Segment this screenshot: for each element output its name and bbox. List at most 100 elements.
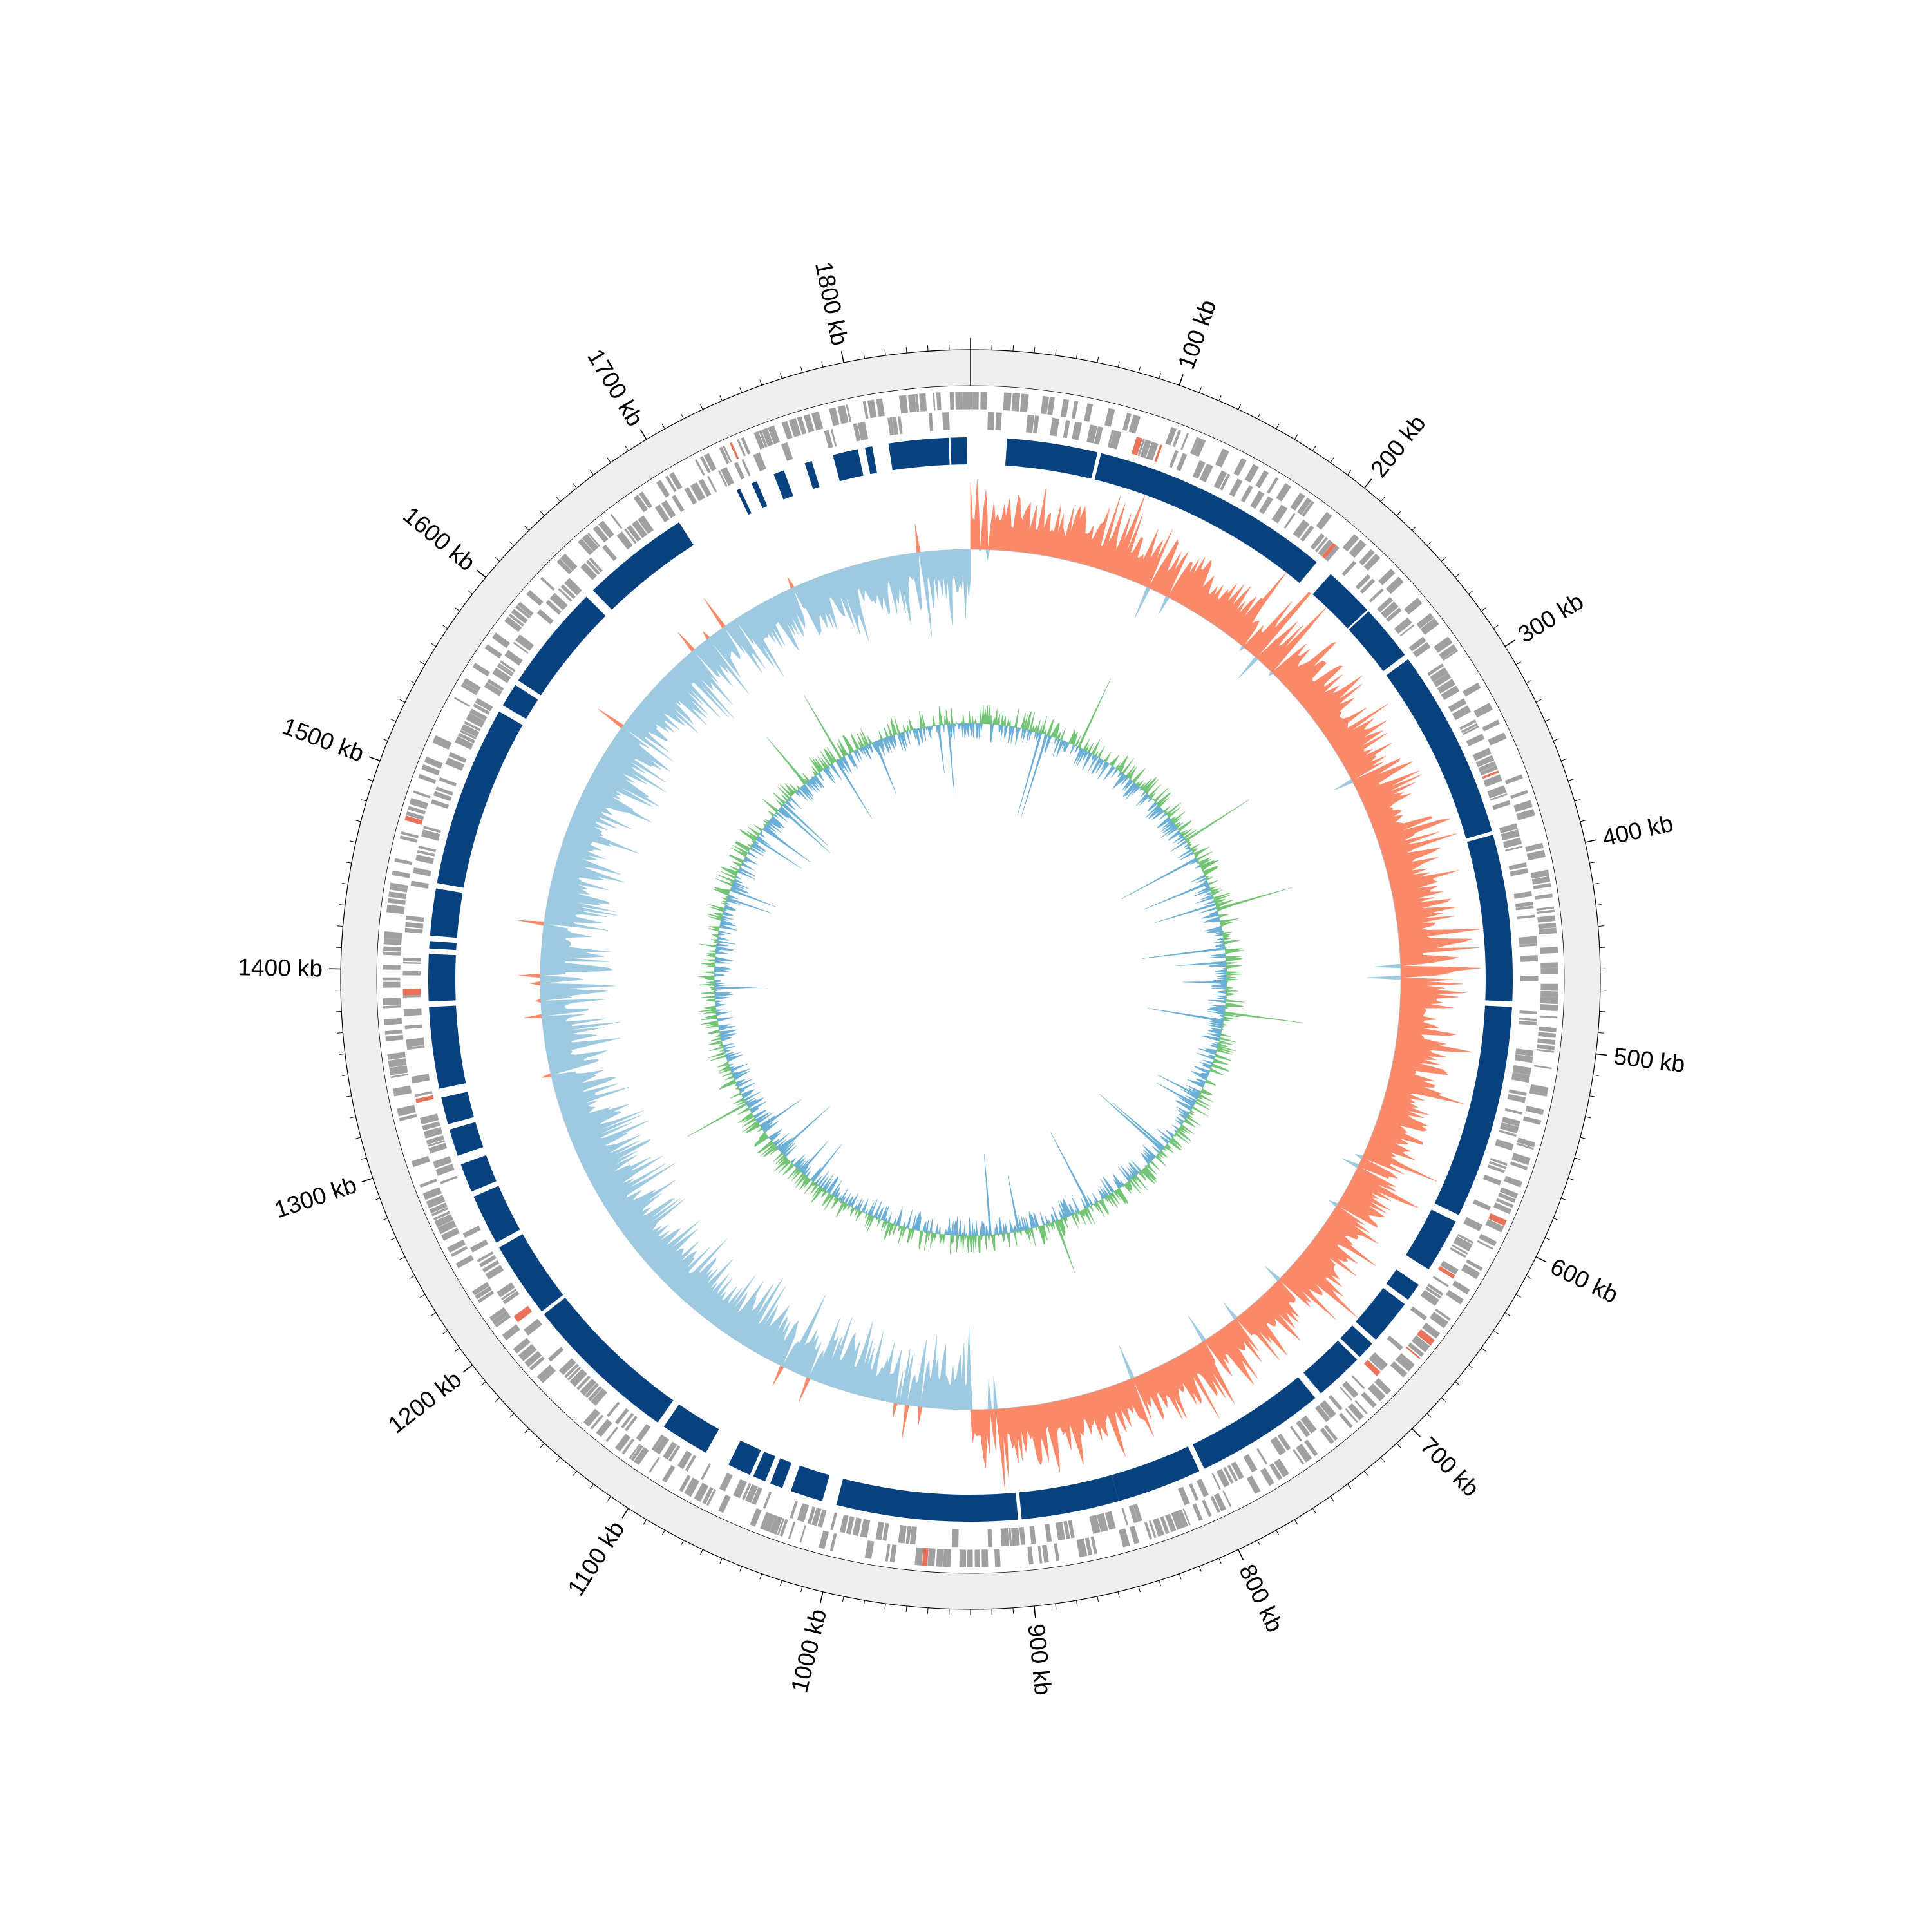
gene-feature	[1310, 533, 1325, 550]
gene-feature	[627, 525, 641, 542]
minor-tick	[382, 1217, 388, 1221]
minor-tick	[800, 366, 803, 373]
gene-feature	[1304, 1439, 1318, 1457]
minor-tick	[455, 1347, 460, 1352]
minor-tick	[468, 590, 473, 594]
gene-feature	[1033, 415, 1039, 434]
minor-tick	[780, 373, 782, 379]
gene-feature	[1455, 1236, 1473, 1248]
minor-tick	[374, 1198, 381, 1201]
gene-feature	[929, 413, 933, 431]
minor-tick	[842, 1596, 844, 1602]
gene-feature	[383, 981, 401, 988]
gene-feature	[730, 442, 739, 460]
gene-feature	[1063, 1520, 1070, 1539]
major-tick	[476, 569, 486, 578]
gene-feature	[1359, 578, 1376, 594]
tick-label: 600 kb	[1546, 1253, 1622, 1309]
gene-feature	[1487, 785, 1507, 799]
gene-feature	[817, 1509, 827, 1528]
gene-feature	[614, 1434, 631, 1452]
minor-tick	[1364, 1470, 1368, 1476]
gene-feature	[1540, 947, 1558, 954]
gene-feature	[434, 1214, 454, 1227]
gene-feature	[1246, 1475, 1261, 1494]
gene-feature	[1199, 463, 1213, 482]
gene-feature	[580, 562, 598, 580]
gene-feature	[383, 1005, 401, 1009]
gene-feature	[1461, 723, 1478, 734]
gene-feature	[1349, 539, 1367, 558]
gene-feature	[387, 1052, 406, 1060]
gene-feature	[1433, 672, 1452, 687]
major-tick	[1585, 839, 1597, 843]
tick-label: 500 kb	[1613, 1043, 1687, 1077]
gene-feature	[719, 1472, 733, 1492]
region-block	[1406, 1209, 1456, 1270]
gene-feature	[402, 988, 421, 996]
minor-tick	[719, 395, 723, 401]
gene-feature	[1435, 1308, 1451, 1321]
gene-feature	[1490, 1157, 1508, 1166]
gene-feature	[591, 1388, 607, 1406]
gene-feature	[420, 1113, 439, 1125]
gene-feature	[1420, 1289, 1439, 1306]
minor-tick	[1159, 373, 1161, 379]
gene-feature	[431, 1207, 449, 1217]
gene-feature	[790, 1501, 798, 1519]
tick-label: 900 kb	[1023, 1623, 1056, 1697]
minor-tick	[1589, 862, 1596, 864]
minor-tick	[1034, 347, 1036, 354]
gene-feature	[853, 423, 861, 442]
gene-feature	[630, 1444, 643, 1461]
gene-feature	[702, 1486, 714, 1504]
gene-feature	[473, 703, 490, 715]
gene-feature	[679, 1475, 691, 1492]
gene-feature	[621, 1438, 634, 1455]
region-block	[429, 1005, 466, 1089]
gene-feature	[404, 927, 423, 934]
gene-feature	[882, 1522, 889, 1541]
gene-feature	[684, 487, 697, 505]
tick-label: 1600 kb	[398, 502, 480, 576]
minor-tick	[780, 1580, 782, 1586]
gene-feature	[383, 965, 401, 970]
gene-feature	[1531, 876, 1551, 885]
gene-feature	[1364, 1359, 1381, 1376]
gene-feature	[1479, 1233, 1497, 1247]
gene-feature	[1381, 601, 1399, 619]
minor-tick	[759, 379, 762, 386]
minor-tick	[1589, 1095, 1596, 1097]
gene-feature	[797, 416, 807, 435]
gene-feature	[1084, 1537, 1093, 1556]
gene-feature	[1119, 1528, 1130, 1548]
gene-feature	[1453, 1239, 1471, 1252]
gene-feature	[1422, 1322, 1441, 1339]
gene-feature	[829, 407, 840, 426]
gene-feature	[1054, 1543, 1060, 1562]
gene-feature	[431, 799, 450, 809]
gene-feature	[927, 1548, 936, 1567]
gene-feature	[1540, 983, 1558, 991]
gene-feature	[1441, 685, 1460, 701]
minor-tick	[1526, 680, 1532, 684]
gene-feature	[1540, 962, 1558, 969]
gene-feature	[1459, 719, 1477, 730]
gene-feature	[497, 1282, 515, 1298]
gene-feature	[1485, 1219, 1504, 1233]
minor-tick	[442, 1330, 448, 1334]
gene-feature	[1210, 1495, 1221, 1513]
region-block	[804, 460, 820, 489]
gene-feature	[636, 1424, 651, 1442]
minor-tick	[1198, 1566, 1202, 1572]
gene-feature	[602, 544, 618, 562]
gene-feature	[1408, 636, 1426, 652]
gene-feature	[440, 1175, 458, 1184]
gene-feature	[1534, 1065, 1552, 1070]
gene-feature	[1196, 1479, 1209, 1497]
gene-feature	[1300, 525, 1314, 542]
gene-feature	[472, 1282, 490, 1296]
minor-tick	[337, 925, 343, 927]
gene-feature	[1437, 1265, 1455, 1279]
gene-feature	[1538, 1032, 1557, 1038]
